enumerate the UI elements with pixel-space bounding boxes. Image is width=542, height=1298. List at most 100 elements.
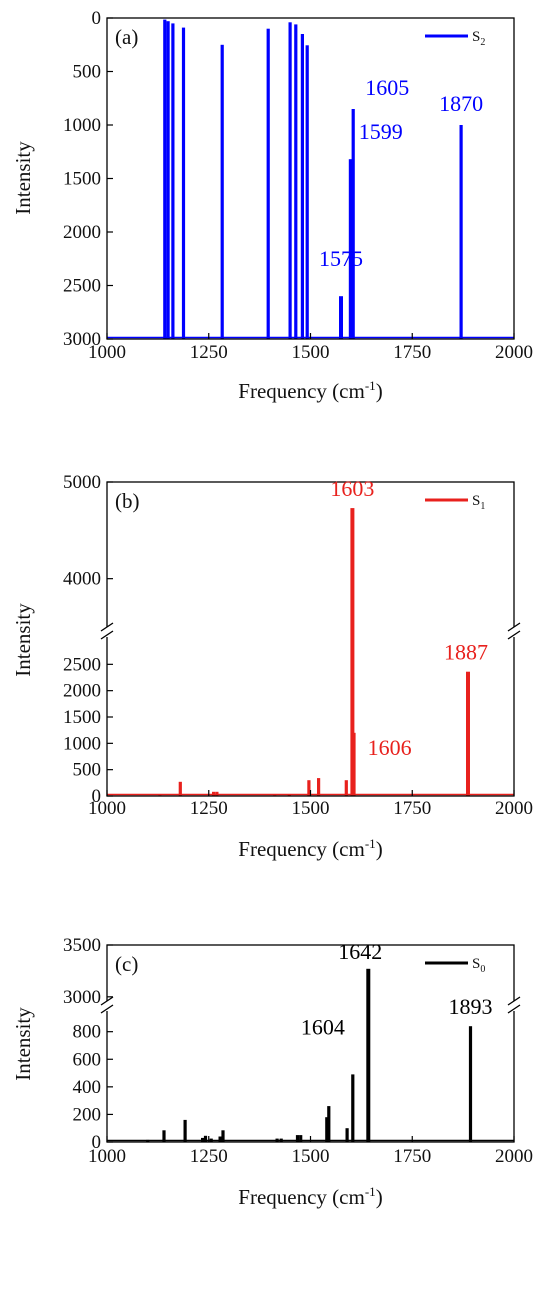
x-tick-label: 1500 [292,798,330,819]
legend-label: S1 [472,493,485,512]
x-tick-label: 2000 [495,1146,533,1167]
axis-break-gap-1 [511,627,517,637]
legend-name: S [472,29,480,45]
bar-12 [325,1117,329,1142]
y-tick-label: 500 [73,62,102,83]
x-tick-label: 2000 [495,342,533,363]
bar-16 [366,968,371,1142]
y-tick-label: 3000 [63,329,101,350]
y-axis-title: Intensity [11,603,35,677]
bar-11 [348,159,353,339]
bar-0 [163,19,167,339]
peak-label: 1604 [301,1014,345,1039]
bar-5 [266,28,270,339]
x-axis-title-main: Frequency (cm [238,379,365,403]
x-tick-label: 1000 [88,342,126,363]
panel-label: (a) [115,25,138,49]
x-tick-label: 1250 [190,1146,228,1167]
axis-break-mark-1 [507,630,521,640]
bar-12 [351,109,355,340]
x-axis-title-sup: -1 [365,378,376,393]
peak-label: 1606 [368,735,412,760]
x-tick-label: 1250 [190,342,228,363]
peak-label: 1642 [338,939,382,964]
y-tick-label: 0 [92,8,102,29]
axis-break-mark-1 [507,622,521,632]
y-tick-label: 3500 [63,935,101,956]
peak-label: 1893 [448,994,492,1019]
chart-panel-2: 1000 1250 1500 1750 2000 0 200 400 600 800 3000 350… [11,935,533,1209]
x-axis-title: Frequency (cm-1) [238,378,382,403]
x-axis-title-close: ) [376,379,383,403]
peak-label: 1575 [319,246,363,271]
y-tick-label: 0 [92,786,102,807]
y-tick-label: 1500 [63,707,101,728]
peak-label: 1599 [359,119,403,144]
axis-break-gap-0 [104,1001,110,1011]
y-tick-label: 600 [73,1049,102,1070]
y-tick-label: 3000 [63,987,101,1008]
x-tick-label: 1750 [393,1146,431,1167]
x-tick-label: 2000 [495,798,533,819]
bar-9 [350,508,355,796]
chart-panel-1: 1000 1250 1500 1750 2000 0 500 1000 1500 2000 2500… [11,472,533,861]
x-tick-label: 1750 [393,798,431,819]
bar-14 [345,1128,349,1142]
x-tick-label: 1000 [88,1146,126,1167]
plot-frame [106,944,515,1143]
y-tick-label: 2500 [63,276,101,297]
axis-break-mark-0 [100,630,114,640]
bar-13 [459,125,463,339]
bar-6 [288,22,292,340]
x-axis-title: Frequency (cm-1) [238,1184,382,1209]
legend-name: S [472,493,480,509]
x-tick-label: 1750 [393,342,431,363]
legend-subscript: 1 [480,501,485,512]
y-tick-label: 4000 [63,569,101,590]
bar-17 [468,1026,473,1142]
legend-label: S0 [472,956,485,975]
y-tick-label: 200 [73,1104,102,1125]
legend-subscript: 2 [480,37,485,48]
y-tick-label: 2000 [63,681,101,702]
y-tick-label: 1000 [63,733,101,754]
x-axis-title-sup: -1 [365,836,376,851]
y-tick-label: 400 [73,1077,102,1098]
axis-break-mark-0 [100,622,114,632]
peak-label: 1603 [330,476,374,501]
bar-3 [181,27,186,339]
panel-label: (c) [115,952,138,976]
bar-10 [351,732,356,796]
bar-11 [466,671,470,796]
y-tick-label: 500 [73,760,102,781]
bar-9 [305,45,309,340]
y-axis-title: Intensity [11,1007,35,1081]
x-axis-title-close: ) [376,1185,383,1209]
axis-break-gap-0 [104,627,110,637]
y-tick-label: 800 [73,1022,102,1043]
bar-4 [220,44,224,340]
bar-2 [171,23,175,340]
axis-break-gap-1 [511,1001,517,1011]
bar-1 [178,781,182,796]
bar-7 [294,24,298,340]
bar-11 [299,1135,303,1142]
x-tick-label: 1500 [292,342,330,363]
y-tick-label: 2000 [63,222,101,243]
bar-13 [327,1106,331,1142]
x-axis-title-close: ) [376,837,383,861]
y-tick-label: 1500 [63,169,101,190]
y-tick-label: 0 [92,1132,102,1153]
bar-4 [203,1135,208,1142]
axis-break-mark-0 [100,1004,114,1014]
x-axis-title: Frequency (cm-1) [238,836,382,861]
axis-break-mark-0 [100,996,114,1006]
y-tick-label: 2500 [63,654,101,675]
legend-label: S2 [472,29,485,48]
peak-label: 1605 [365,75,409,100]
y-tick-label: 5000 [63,472,101,493]
bar-2 [183,1119,187,1142]
legend-name: S [472,956,480,972]
x-tick-label: 1250 [190,798,228,819]
y-axis-title: Intensity [11,141,35,215]
